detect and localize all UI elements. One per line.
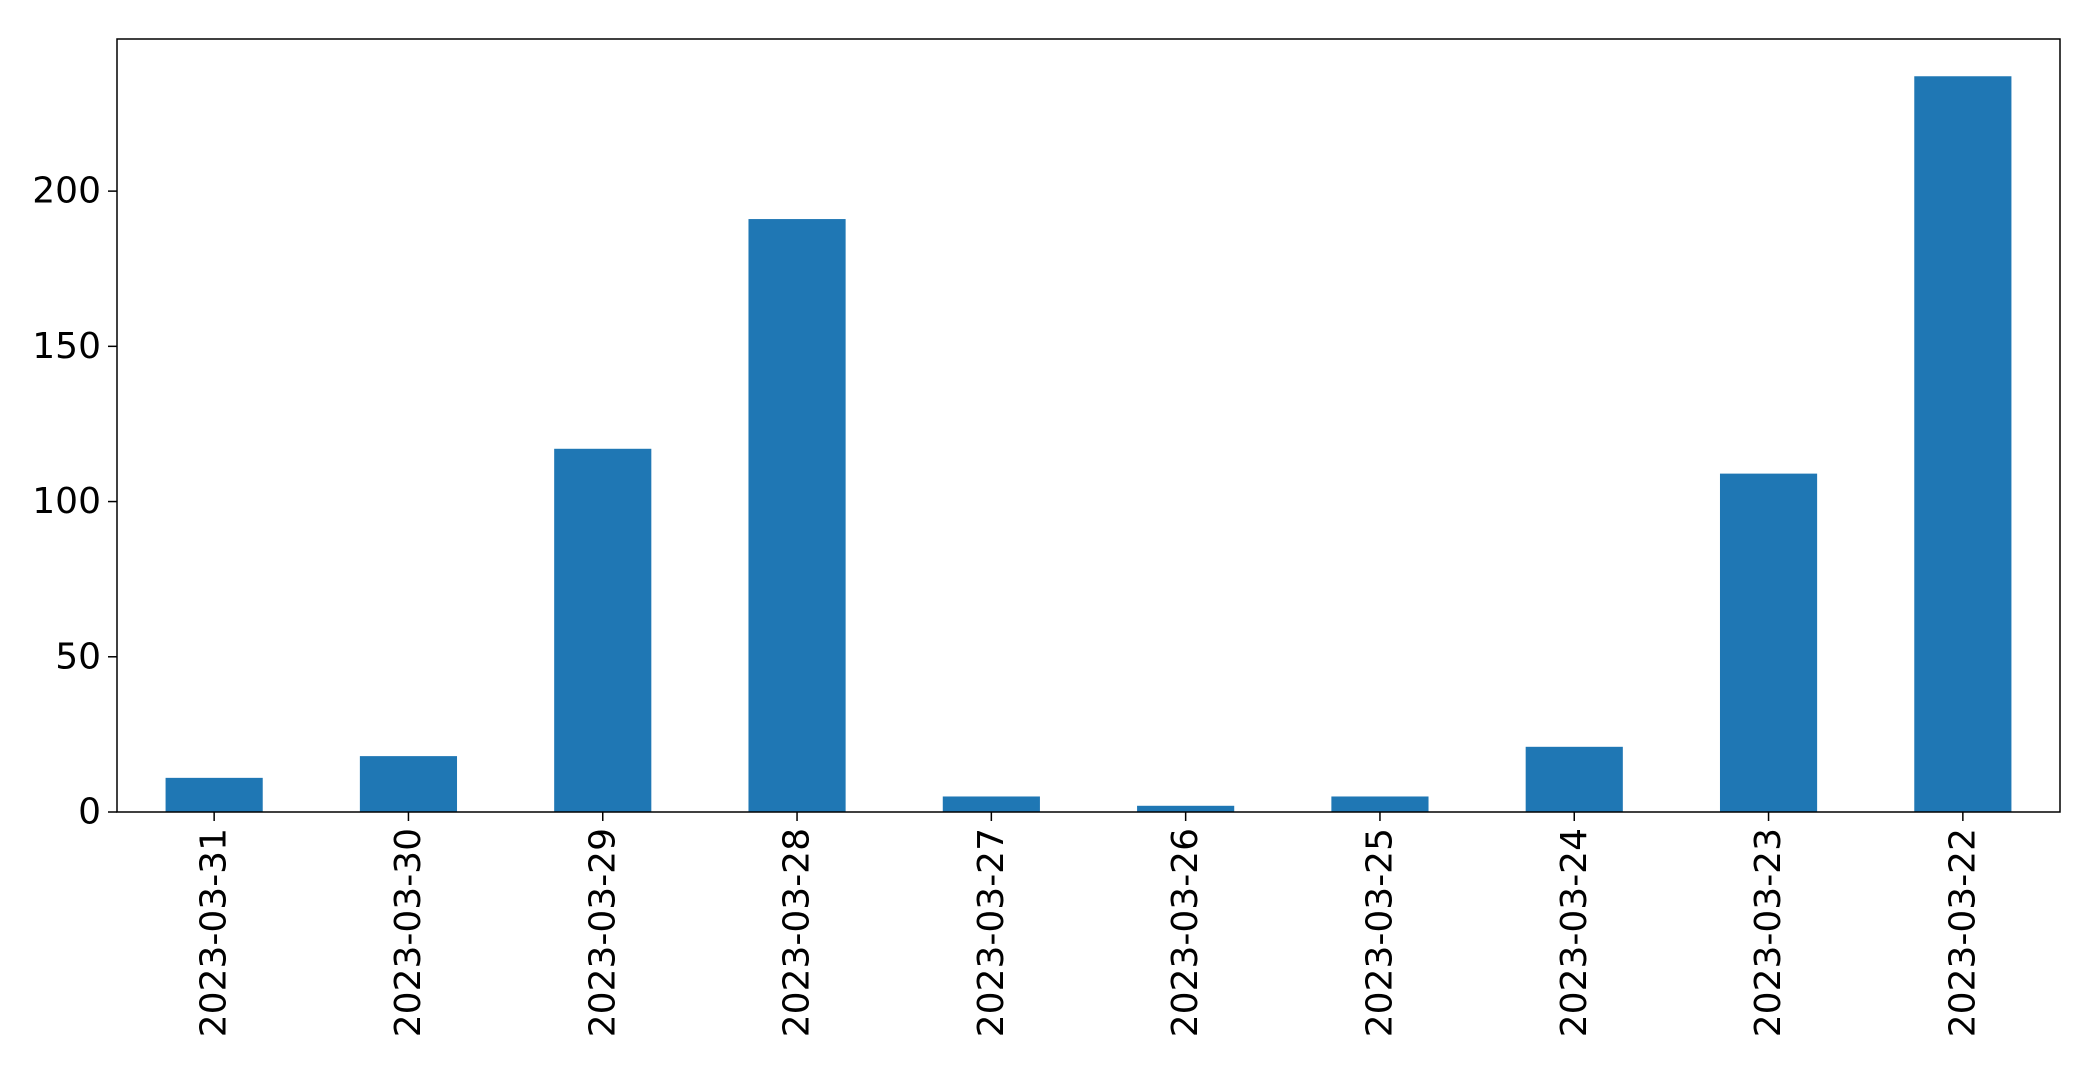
y-axis: 0 50 100 150 200 [32, 171, 117, 833]
bar-2023-03-23 [1719, 473, 1818, 812]
bar-2023-03-31 [165, 777, 263, 812]
bars-layer [165, 76, 2012, 813]
bar-2023-03-24 [1525, 746, 1623, 812]
x-tick-label: 2023-03-22 [1942, 828, 1983, 1037]
x-tick-label: 2023-03-27 [971, 828, 1012, 1037]
bar-2023-03-30 [359, 756, 458, 812]
x-tick-label: 2023-03-31 [194, 828, 235, 1037]
x-axis: 2023-03-31 2023-03-30 2023-03-29 2023-03-28… [194, 812, 1983, 1037]
x-tick-label: 2023-03-23 [1748, 828, 1789, 1037]
x-tick-label: 2023-03-25 [1359, 828, 1400, 1037]
y-tick-label: 100 [32, 481, 101, 522]
bar-2023-03-29 [554, 448, 652, 812]
bar-2023-03-26 [1137, 805, 1235, 812]
x-tick-label: 2023-03-26 [1165, 828, 1206, 1037]
y-tick-label: 200 [32, 171, 101, 212]
y-tick-label: 50 [55, 636, 101, 677]
x-tick-label: 2023-03-24 [1554, 828, 1595, 1037]
x-tick-label: 2023-03-30 [388, 828, 429, 1037]
x-tick-label: 2023-03-29 [582, 828, 623, 1037]
bar-2023-03-27 [942, 796, 1040, 812]
bar-2023-03-22 [1914, 76, 2012, 813]
bar-2023-03-25 [1331, 796, 1429, 812]
x-tick-label: 2023-03-28 [777, 828, 818, 1037]
y-tick-label: 150 [32, 326, 101, 367]
plot-frame [116, 38, 2061, 813]
y-tick-label: 0 [78, 792, 101, 833]
bar-2023-03-28 [748, 219, 846, 813]
